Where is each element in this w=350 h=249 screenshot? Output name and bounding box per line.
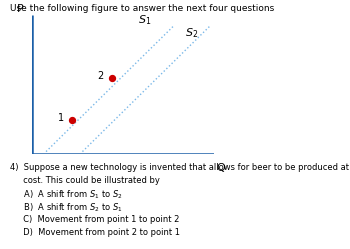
Text: 4)  Suppose a new technology is invented that allows for beer to be produced at : 4) Suppose a new technology is invented … [10,163,350,172]
Point [109,76,114,80]
Text: B)  A shift from $S_2$ to $S_1$: B) A shift from $S_2$ to $S_1$ [10,202,123,214]
Text: A)  A shift from $S_1$ to $S_2$: A) A shift from $S_1$ to $S_2$ [10,189,123,201]
Text: 2: 2 [98,71,104,81]
Point [69,118,74,122]
Text: Use the following figure to answer the next four questions: Use the following figure to answer the n… [10,4,275,13]
Text: D)  Movement from point 2 to point 1: D) Movement from point 2 to point 1 [10,228,181,237]
Text: P: P [17,3,24,13]
Text: 1: 1 [57,113,64,123]
Text: $S_1$: $S_1$ [138,14,151,27]
Text: C)  Movement from point 1 to point 2: C) Movement from point 1 to point 2 [10,215,180,224]
Text: $S_2$: $S_2$ [185,26,198,40]
Text: Q: Q [216,163,225,173]
Text: cost. This could be illustrated by: cost. This could be illustrated by [10,176,160,185]
